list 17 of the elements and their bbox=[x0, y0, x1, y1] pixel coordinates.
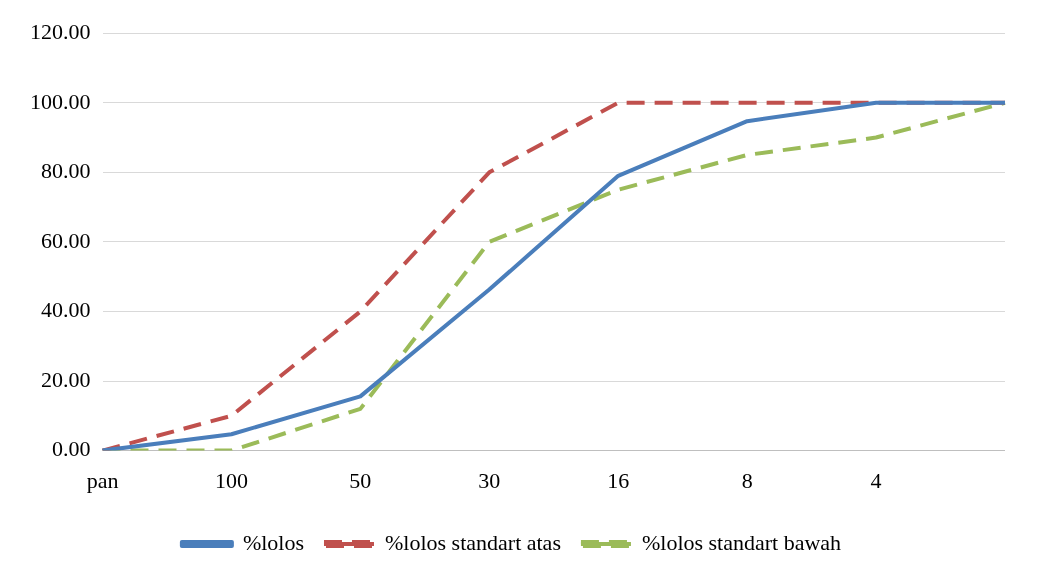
x-tick-label: 8 bbox=[741, 467, 753, 493]
x-tick-label: 30 bbox=[478, 467, 501, 493]
y-tick-label: 40.00 bbox=[41, 297, 91, 323]
y-tick-label: 20.00 bbox=[41, 366, 91, 392]
x-tick-label: 4 bbox=[870, 467, 882, 493]
y-tick-label: 0.00 bbox=[52, 436, 91, 462]
legend-label: %lolos standart bawah bbox=[641, 529, 842, 555]
y-tick-label: 120.00 bbox=[30, 18, 91, 44]
x-tick-label: 50 bbox=[349, 467, 372, 493]
y-tick-label: 60.00 bbox=[41, 227, 91, 253]
legend-label: %lolos bbox=[242, 529, 304, 555]
legend-label: %lolos standart atas bbox=[384, 529, 561, 555]
x-tick-label: pan bbox=[86, 467, 119, 493]
y-tick-label: 100.00 bbox=[30, 88, 91, 114]
x-tick-label: 16 bbox=[607, 467, 630, 493]
y-tick-label: 80.00 bbox=[41, 158, 91, 184]
x-tick-label: 100 bbox=[214, 467, 248, 493]
